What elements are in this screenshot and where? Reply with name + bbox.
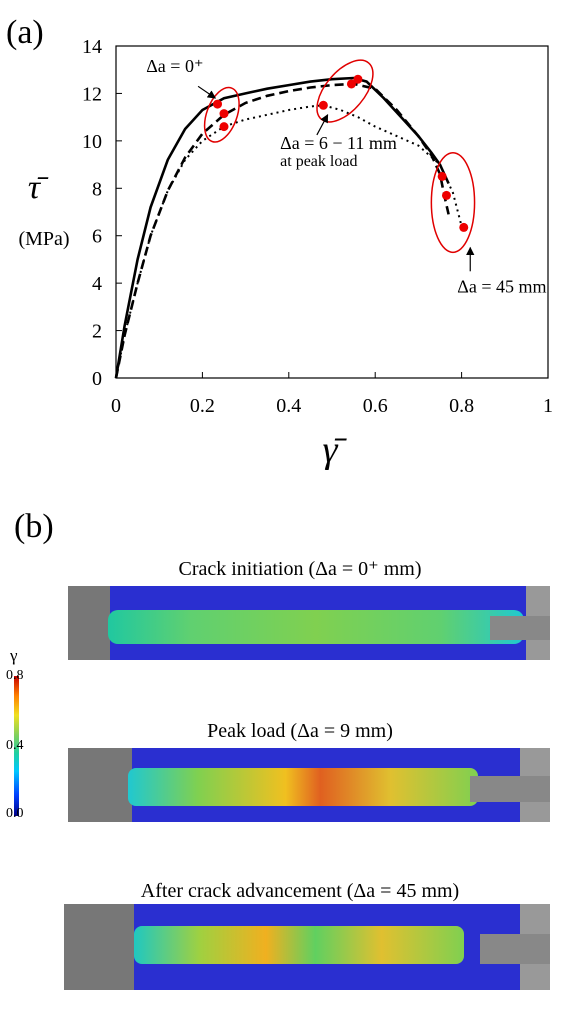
data-marker	[346, 79, 356, 89]
dic-image-peak	[68, 748, 550, 822]
highlight-ellipse	[316, 59, 374, 123]
data-marker	[437, 171, 447, 181]
data-marker	[213, 99, 223, 109]
y-tick-label: 8	[92, 178, 102, 200]
annotation-arrow	[197, 85, 217, 99]
y-tick-label: 10	[82, 131, 102, 153]
annotation-label: at peak load	[280, 153, 357, 170]
dic-image-initiation	[68, 586, 550, 660]
y-tick-label: 6	[92, 226, 102, 248]
x-tick-label: 0.4	[276, 395, 301, 417]
plot-frame	[115, 45, 549, 379]
y-tick-label: 0	[92, 368, 102, 390]
panel-a-label: (a)	[6, 14, 44, 51]
dic-image-advancement	[64, 904, 550, 990]
y-tick-label: 4	[92, 273, 102, 295]
series-line-dashed	[114, 82, 450, 379]
series-line-solid	[114, 76, 450, 379]
highlight-ellipse	[203, 86, 240, 143]
y-tick-label: 14	[82, 36, 102, 58]
x-tick-label: 0.2	[190, 395, 215, 417]
data-marker	[441, 190, 451, 200]
annotation-arrow	[316, 114, 329, 136]
annotation-label: Δa = 0⁺	[146, 56, 203, 76]
colorbar-tick-0.4: 0.4	[6, 738, 24, 753]
data-marker	[219, 109, 229, 119]
x-tick-label: 1	[543, 395, 553, 417]
colorbar	[14, 676, 19, 816]
panel-b-label: (b)	[14, 508, 54, 545]
y-tick-label: 2	[92, 321, 102, 343]
y-tick-label: 12	[82, 83, 102, 105]
colorbar-tick-0.8: 0.8	[6, 668, 24, 683]
annotation-label: Δa = 45 mm	[457, 277, 546, 297]
data-marker	[219, 122, 229, 132]
x-tick-label: 0	[111, 395, 121, 417]
tau-gamma-chart: 0 0.2 0.4 0.6 0.8 1 0 2 4 6 8 10 12 14 Δa = 0⁺ Δa = 6…	[18, 36, 553, 470]
highlight-ellipse	[430, 151, 476, 254]
series-line-dotted	[115, 104, 463, 379]
y-axis-label: τ̄	[28, 169, 49, 206]
dic-title-peak: Peak load (Δa = 9 mm)	[207, 720, 393, 742]
x-tick-label: 0.6	[363, 395, 388, 417]
data-marker	[318, 100, 328, 110]
data-marker	[459, 222, 469, 232]
data-marker	[353, 74, 363, 84]
dic-title-initiation: Crack initiation (Δa = 0⁺ mm)	[178, 558, 422, 580]
y-axis-unit: (MPa)	[18, 228, 69, 250]
colorbar-label: γ	[10, 646, 18, 665]
x-axis-label: γ̄	[323, 429, 348, 470]
dic-title-advancement: After crack advancement (Δa = 45 mm)	[140, 880, 460, 902]
colorbar-tick-0.0: 0.0	[6, 806, 24, 821]
x-tick-label: 0.8	[449, 395, 474, 417]
annotation-label: Δa = 6 − 11 mm	[280, 133, 397, 153]
